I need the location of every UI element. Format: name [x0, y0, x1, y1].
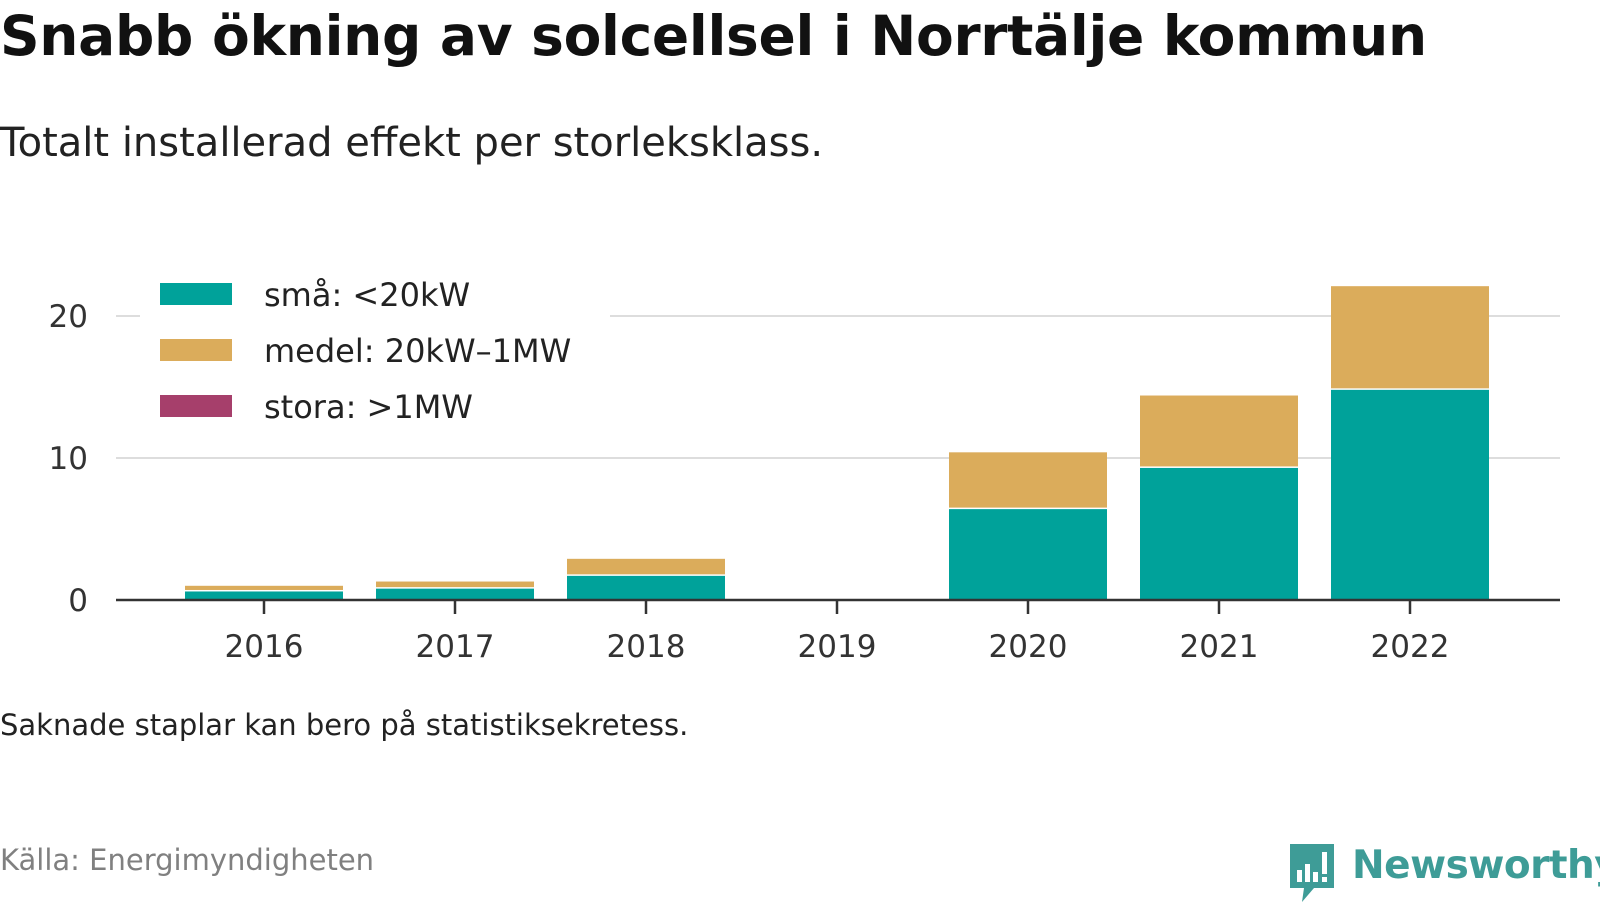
- bar-2020-series-1: [949, 452, 1107, 508]
- x-tick-label: 2020: [989, 629, 1068, 665]
- legend-swatch: [160, 283, 232, 305]
- legend-label: medel: 20kW–1MW: [264, 332, 571, 370]
- bar-2020-series-0: [949, 509, 1107, 600]
- y-tick-label: 10: [49, 441, 88, 477]
- bar-2018-series-1: [567, 558, 725, 575]
- y-tick-label: 0: [68, 583, 88, 619]
- bar-2022-series-0: [1331, 389, 1489, 600]
- bar-2018-series-0: [567, 575, 725, 600]
- bar-2016-series-1: [185, 585, 343, 590]
- legend-swatch: [160, 395, 232, 417]
- x-tick-label: 2016: [225, 629, 304, 665]
- legend-label: små: <20kW: [264, 276, 470, 314]
- chart-title: Snabb ökning av solcellsel i Norrtälje k…: [0, 4, 1427, 68]
- x-tick-label: 2017: [416, 629, 495, 665]
- bar-2017-series-0: [376, 588, 534, 600]
- stacked-bar-chart: 0 10 20 2016 2017 2018 2019 2020 2021 2022 små: <…: [48, 268, 1560, 665]
- legend-swatch: [160, 339, 232, 361]
- bar-2021-series-1: [1140, 395, 1298, 467]
- bar-2016-series-0: [185, 591, 343, 600]
- legend: små: <20kW medel: 20kW–1MW stora: >1MW: [140, 268, 610, 434]
- x-tick-label: 2019: [798, 629, 877, 665]
- x-tick-label: 2018: [607, 629, 686, 665]
- brand-logo: Newsworthy: [1288, 842, 1600, 904]
- source-note: Källa: Energimyndigheten: [0, 843, 375, 877]
- axes: 0 10 20 2016 2017 2018 2019 2020 2021 2022: [49, 299, 1560, 665]
- brand-name: Newsworthy: [1352, 843, 1600, 888]
- x-tick-label: 2022: [1371, 629, 1450, 665]
- legend-label: stora: >1MW: [264, 388, 473, 426]
- bar-2021-series-0: [1140, 467, 1298, 600]
- bars: [185, 286, 1489, 600]
- y-tick-label: 20: [49, 299, 88, 335]
- x-tick-label: 2021: [1180, 629, 1259, 665]
- footnote: Saknade staplar kan bero på statistiksek…: [0, 708, 689, 742]
- bar-2017-series-1: [376, 581, 534, 588]
- chart-subtitle: Totalt installerad effekt per storlekskl…: [0, 120, 824, 166]
- newsworthy-logo-icon: [1290, 844, 1334, 902]
- bar-2022-series-1: [1331, 286, 1489, 389]
